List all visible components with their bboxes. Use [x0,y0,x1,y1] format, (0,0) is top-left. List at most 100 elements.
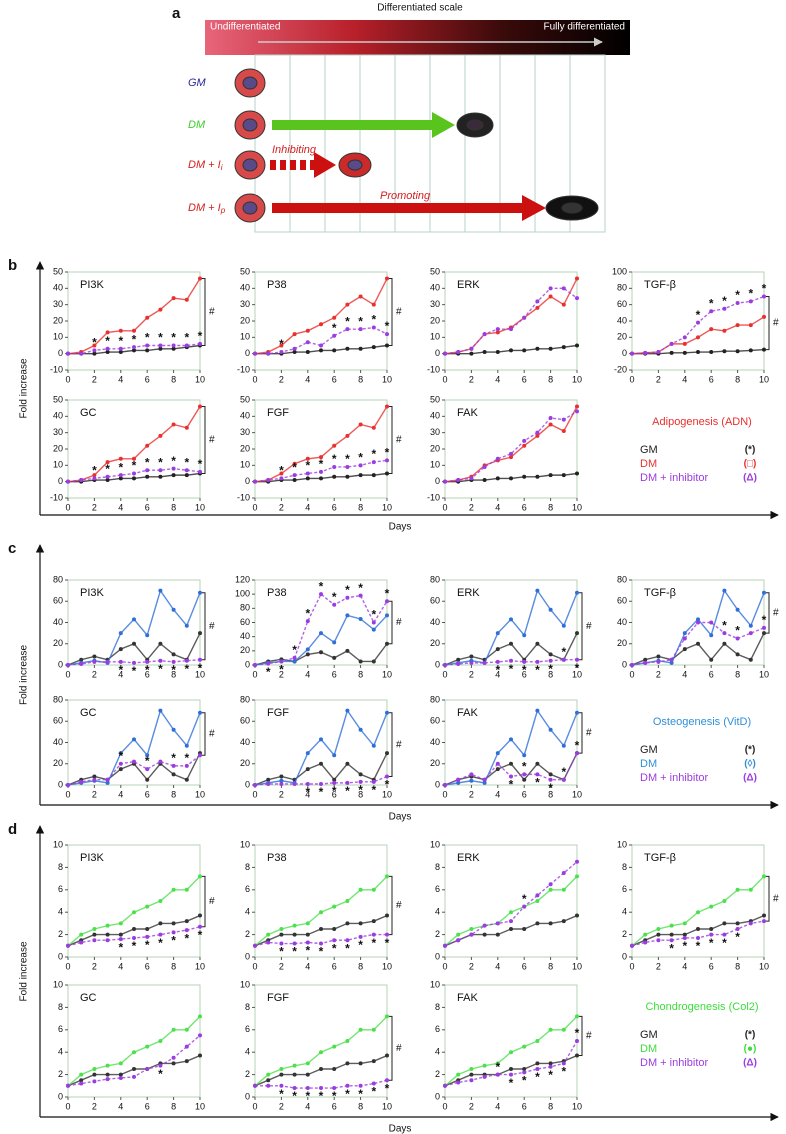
data-point [385,641,389,646]
significance-star: * [509,1076,514,1090]
data-point [482,478,487,483]
data-point [682,921,687,926]
bracket-label: # [586,728,592,739]
data-point [722,349,727,354]
data-point [535,1067,540,1071]
bracket-label: # [773,318,779,329]
legend-symbol: (Δ) [743,473,757,484]
y-tick-label: 100 [235,589,250,599]
data-point [184,1059,189,1064]
data-point [358,327,363,332]
data-point [171,473,176,478]
significance-star: * [385,936,390,950]
data-point [92,932,97,937]
significance-star: * [358,938,363,952]
bracket [766,296,770,351]
data-point [292,781,297,786]
data-point [385,332,389,337]
y-tick-label: 20 [240,315,250,325]
significance-star: * [561,765,566,779]
legend-symbol: (*) [745,745,756,756]
data-point [145,659,150,664]
data-point [198,590,202,595]
data-point [345,708,350,713]
data-point [548,422,553,427]
data-point [332,777,337,782]
y-tick-label: 0 [245,659,250,669]
bracket [579,592,583,661]
data-point [762,913,766,918]
y-tick-label: 8 [622,862,627,872]
data-point [253,1083,257,1088]
y-tick-label: 60 [430,596,440,606]
data-point [748,887,753,892]
data-point [548,607,553,612]
chart-title: P38 [267,852,287,864]
data-point [319,476,323,481]
data-point [158,468,163,473]
data-point [66,1083,70,1088]
x-tick-label: 6 [709,374,714,384]
plot-frame [631,844,765,958]
x-tick-label: 10 [759,961,769,971]
x-tick-label: 0 [65,961,70,971]
bracket-label: # [396,900,402,911]
data-point [332,443,337,448]
significance-star: * [385,319,390,333]
x-tick-label: 8 [171,961,176,971]
data-point [385,458,389,463]
y-tick-label: 6 [58,1024,63,1034]
y-tick-label: 0 [435,951,440,961]
x-tick-label: 2 [656,961,661,971]
data-point [266,351,271,356]
y-tick-label: 40 [240,631,250,641]
significance-star: * [171,663,176,677]
data-point [548,777,553,782]
x-tick-label: 4 [305,1101,310,1111]
data-point [762,314,766,319]
data-point [762,919,766,924]
x-tick-label: 8 [171,789,176,799]
x-tick-label: 10 [195,374,205,384]
significance-star: * [319,457,324,471]
data-point [319,343,323,348]
data-point [735,636,740,641]
y-tick-label: 10 [53,839,63,849]
x-tick-label: 8 [548,502,553,512]
data-point [266,661,271,666]
y-tick-label: 6 [435,1024,440,1034]
data-point [66,783,70,787]
data-point [319,322,323,327]
x-tick-label: 0 [252,961,257,971]
data-point [495,659,500,664]
data-point [548,1027,553,1032]
data-point [171,422,176,427]
data-point [198,631,202,636]
data-point [495,330,500,335]
y-tick-label: 10 [53,979,63,989]
data-point [132,660,136,665]
significance-star: * [279,464,284,478]
data-point [198,1033,202,1038]
data-point [105,923,110,928]
data-point [132,641,136,646]
significance-star: * [319,785,324,799]
x-tick-label: 2 [656,669,661,679]
x-tick-label: 6 [332,669,337,679]
x-tick-label: 6 [522,961,527,971]
data-point [385,471,389,476]
x-tick-label: 4 [682,961,687,971]
chart-title: ERK [457,587,480,599]
y-tick-label: 0 [435,348,440,358]
x-tick-label: 10 [572,669,582,679]
data-point [92,476,97,481]
data-point [319,469,323,474]
significance-star: * [92,336,97,350]
data-point [522,1067,527,1071]
significance-star: * [535,776,540,790]
data-point [371,919,376,924]
data-point [371,627,376,632]
significance-star: * [198,928,203,942]
significance-star: * [118,940,123,954]
significance-star: * [145,938,150,952]
